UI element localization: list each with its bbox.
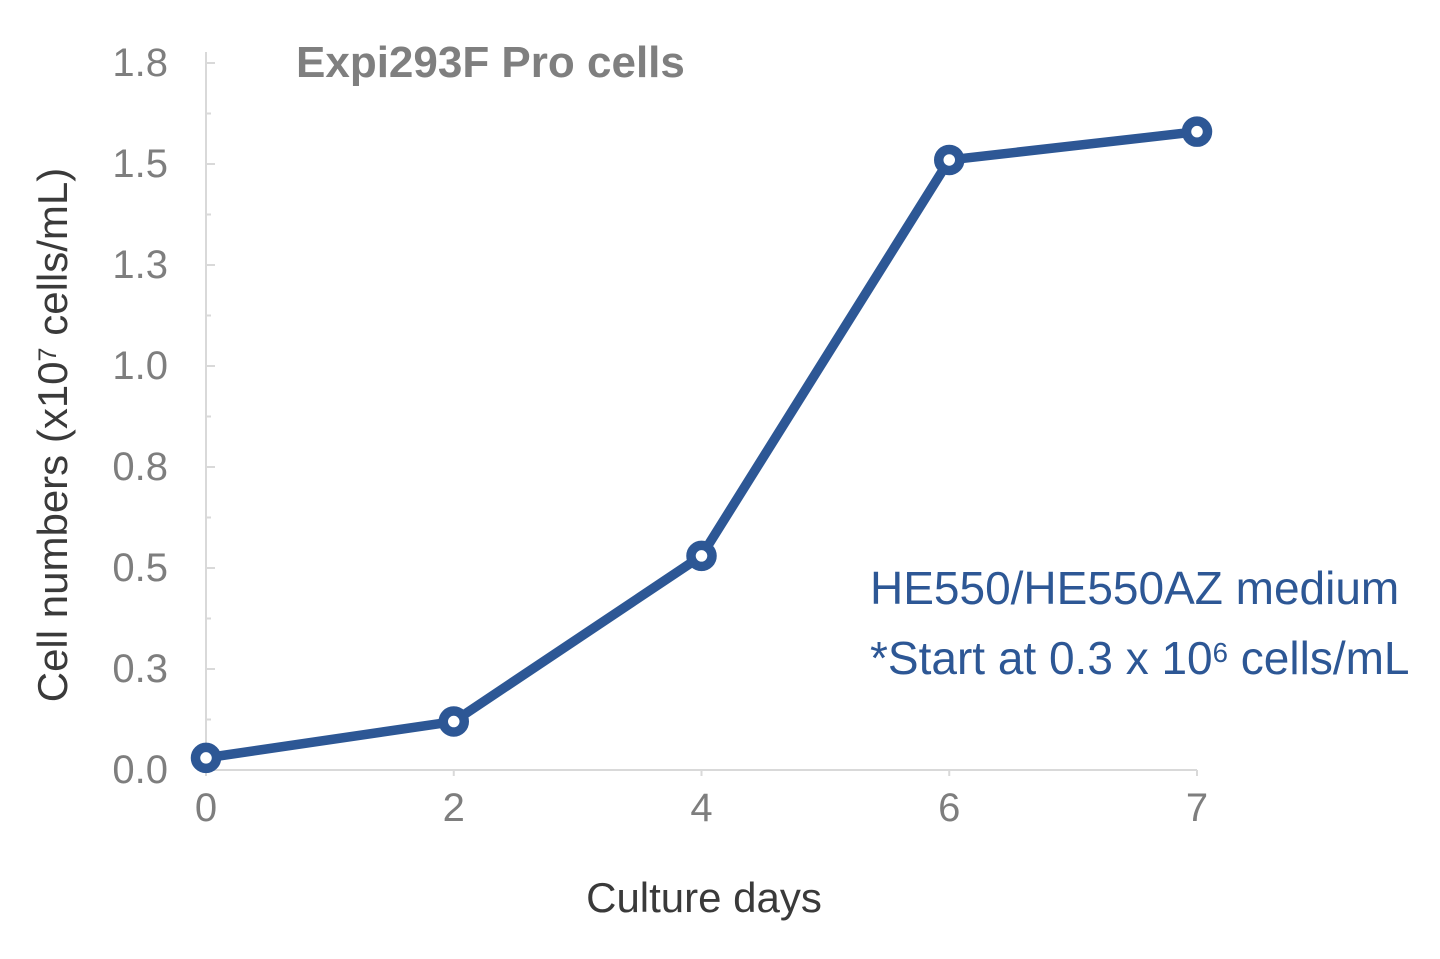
y-axis-title-unit: cells/mL) bbox=[29, 167, 76, 348]
y-axis-title-text: Cell numbers (x10 bbox=[29, 361, 76, 703]
annotation-medium: HE550/HE550AZ medium bbox=[870, 562, 1400, 614]
data-point-marker bbox=[190, 742, 222, 774]
data-point-marker bbox=[1181, 116, 1213, 147]
annotation-superscript: 6 bbox=[1212, 636, 1229, 668]
chart-title: Expi293F Pro cells bbox=[296, 38, 685, 87]
annotation-start-density: *Start at 0.3 x 106 cells/mL bbox=[870, 630, 1410, 693]
x-axis-title: Culture days bbox=[586, 874, 822, 921]
annotation-start-text: *Start at 0.3 x 10 bbox=[870, 632, 1213, 684]
annotation-unit: cells/mL bbox=[1228, 632, 1410, 684]
data-point-marker bbox=[438, 706, 469, 737]
annotation-block: HE550/HE550AZ medium *Start at 0.3 x 106… bbox=[870, 560, 1410, 693]
y-axis-title: Cell numbers (x107 cells/mL) bbox=[29, 168, 77, 703]
y-axis-title-superscript: 7 bbox=[33, 347, 62, 362]
data-point-marker bbox=[934, 144, 965, 176]
data-point-marker bbox=[686, 540, 717, 572]
